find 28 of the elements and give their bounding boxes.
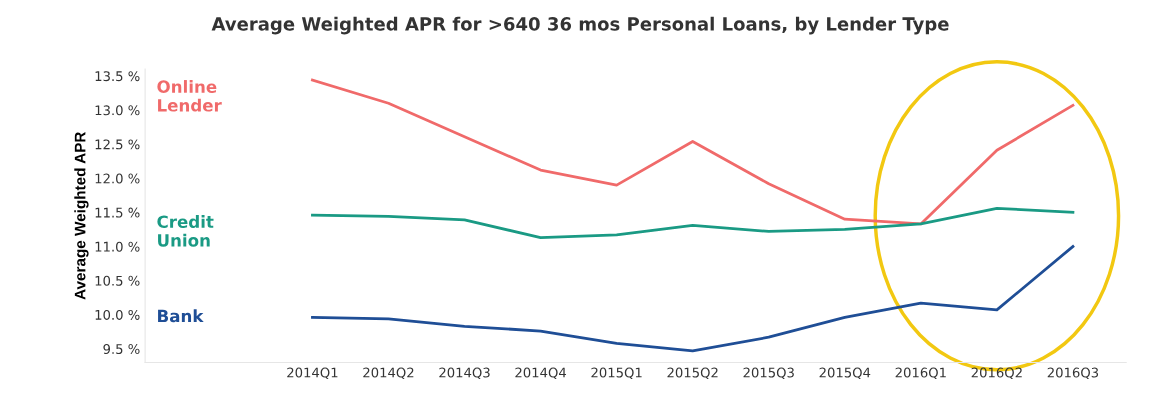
y-tick-label: 11.0 %	[95, 241, 140, 252]
line-series	[311, 245, 1075, 353]
x-tick-label: 2015Q1	[591, 367, 642, 380]
x-tick-label: 2014Q2	[363, 367, 414, 380]
y-tick-label: 13.0 %	[95, 105, 140, 116]
chart-title: Average Weighted APR for >640 36 mos Personal Loans, by Lender Type	[211, 16, 949, 35]
y-tick-label: 10.0 %	[95, 309, 140, 320]
x-tick-label: 2015Q2	[667, 367, 718, 380]
y-tick-label: 11.5 %	[95, 207, 140, 218]
x-tick-label: 2014Q1	[287, 367, 338, 380]
text: Online Lender	[157, 80, 222, 112]
text: Credit Union	[157, 215, 214, 247]
x-tick-label: 2016Q1	[895, 367, 946, 380]
line-series	[311, 78, 1075, 226]
y-tick-label: 13.5 %	[95, 71, 140, 82]
x-tick-label: 2014Q4	[515, 367, 567, 380]
x-tick-label: 2014Q3	[439, 367, 490, 380]
y-tick-label: 10.5 %	[95, 275, 140, 286]
y-tick-label: 12.0 %	[95, 173, 140, 184]
y-axis-title: Average Weighted APR	[74, 131, 89, 300]
y-tick-label: 9.5 %	[103, 344, 140, 354]
x-tick-label: 2016Q2	[971, 367, 1022, 380]
text: Bank	[158, 309, 204, 323]
line-series	[311, 206, 1075, 239]
x-tick-label: 2015Q3	[743, 367, 794, 380]
x-tick-label: 2015Q4	[819, 367, 871, 380]
x-tick-label: 2016Q3	[1047, 367, 1099, 380]
y-tick-label: 12.5 %	[95, 139, 140, 150]
